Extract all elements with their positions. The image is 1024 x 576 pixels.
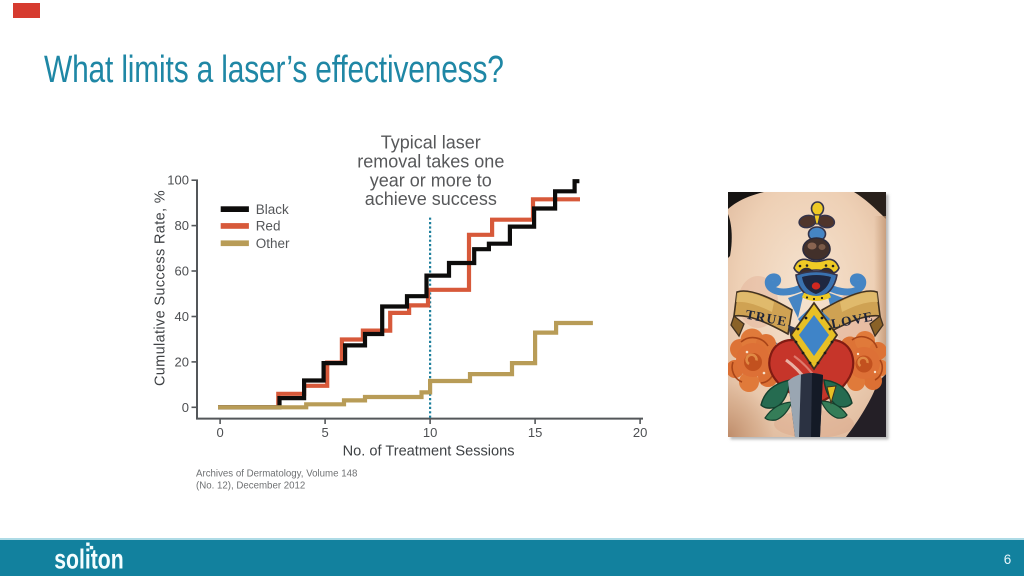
svg-text:Cumulative Success Rate, %: Cumulative Success Rate, % xyxy=(152,190,168,386)
svg-text:20: 20 xyxy=(175,354,189,369)
svg-text:(No. 12), December 2012: (No. 12), December 2012 xyxy=(196,481,305,492)
svg-text:removal takes one: removal takes one xyxy=(357,152,504,172)
svg-text:Typical laser: Typical laser xyxy=(381,133,481,153)
svg-text:Black: Black xyxy=(256,202,289,217)
svg-text:Red: Red xyxy=(256,219,281,234)
svg-text:0: 0 xyxy=(182,400,189,415)
svg-text:100: 100 xyxy=(167,173,189,188)
svg-text:10: 10 xyxy=(423,425,437,440)
svg-text:Other: Other xyxy=(256,236,290,251)
svg-text:15: 15 xyxy=(528,425,542,440)
svg-text:60: 60 xyxy=(175,264,189,279)
svg-text:0: 0 xyxy=(216,425,223,440)
svg-text:year or more to: year or more to xyxy=(370,170,492,190)
svg-text:achieve success: achieve success xyxy=(365,189,497,209)
svg-text:No. of Treatment Sessions: No. of Treatment Sessions xyxy=(343,444,515,460)
svg-text:80: 80 xyxy=(175,218,189,233)
svg-text:5: 5 xyxy=(321,425,328,440)
svg-text:40: 40 xyxy=(175,309,189,324)
svg-text:soliton: soliton xyxy=(54,544,124,575)
svg-text:20: 20 xyxy=(633,425,647,440)
svg-text:Archives of Dermatology, Volum: Archives of Dermatology, Volume 148 xyxy=(196,469,357,480)
